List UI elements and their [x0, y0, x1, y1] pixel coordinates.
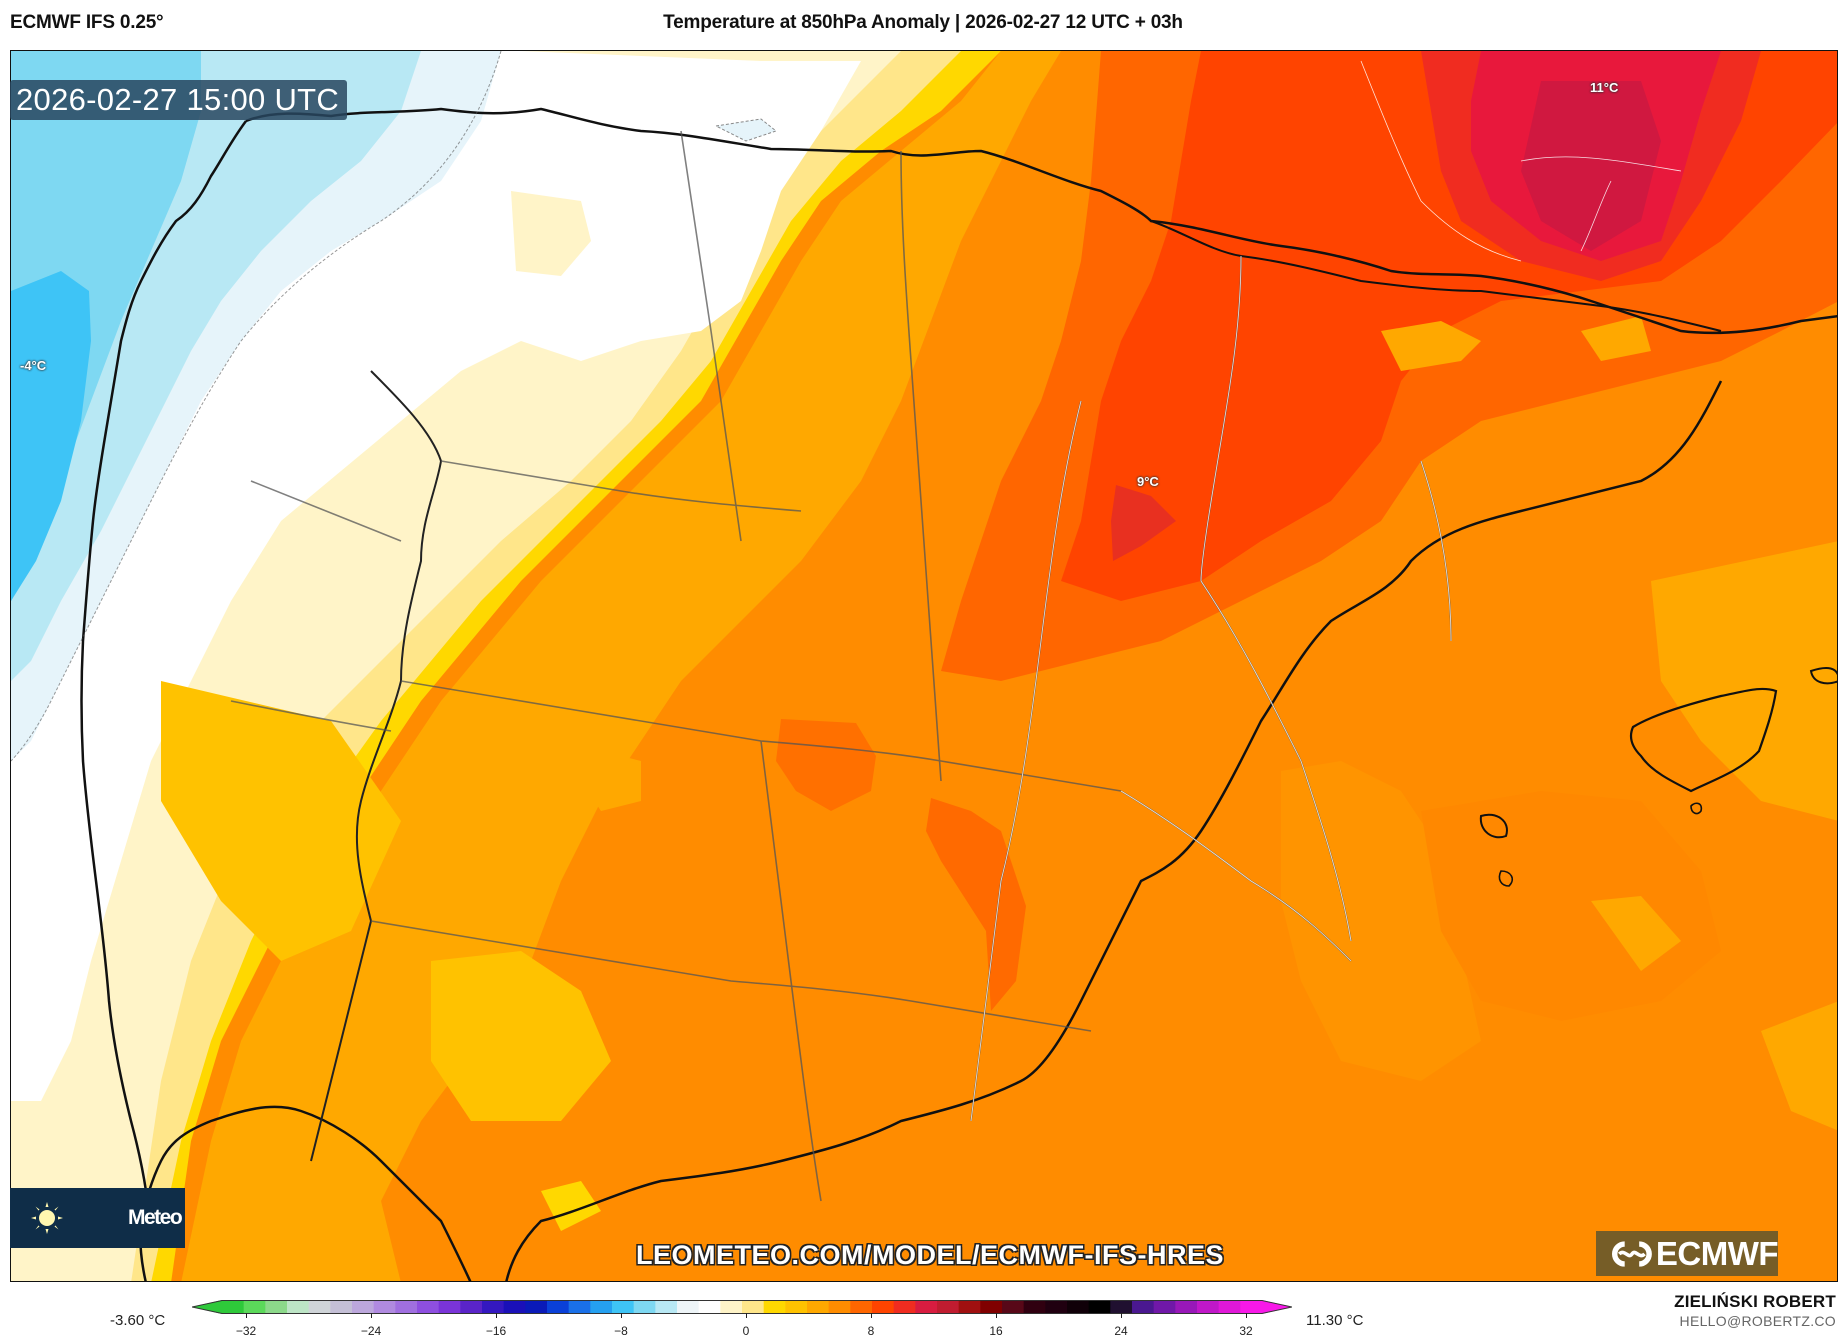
- promo-banner[interactable]: Meteo: [10, 1188, 185, 1248]
- colorbar-tick-mark: [746, 1313, 747, 1318]
- temperature-anomaly-map: [11, 51, 1837, 1281]
- colorbar-min-label: -3.60 °C: [110, 1312, 166, 1329]
- colorbar-tick-mark: [1121, 1313, 1122, 1318]
- temperature-label-minus4: -4°C: [20, 358, 47, 373]
- colorbar-tick-mark: [371, 1313, 372, 1318]
- colorbar-tick-label: −24: [360, 1324, 382, 1338]
- colorbar-tick-label: −8: [614, 1324, 628, 1338]
- valid-time-badge: 2026-02-27 15:00 UTC: [10, 80, 348, 120]
- colorbar-ticks: −32 −24 −16 −8 0 8 16 24 32: [0, 1318, 1846, 1338]
- map-panel: [10, 50, 1838, 1282]
- model-name: ECMWF IFS 0.25°: [10, 12, 164, 33]
- colorbar-tick-mark: [621, 1313, 622, 1318]
- ecmwf-logo: ECMWF: [1596, 1231, 1779, 1276]
- watermark-url: LEOMETEO.COM/MODEL/ECMWF-IFS-HRES: [636, 1240, 1224, 1270]
- colorbar-tick-label: 32: [1239, 1324, 1253, 1338]
- ecmwf-logo-text: ECMWF: [1655, 1234, 1779, 1272]
- author-name: ZIELIŃSKI ROBERT: [1674, 1292, 1836, 1311]
- colorbar-tick-mark: [871, 1313, 872, 1318]
- chart-title: Temperature at 850hPa Anomaly | 2026-02-…: [663, 12, 1183, 33]
- sun-icon: [31, 1202, 63, 1234]
- colorbar-max-label: 11.30 °C: [1306, 1312, 1364, 1329]
- colorbar-tick-label: 24: [1114, 1324, 1128, 1338]
- colorbar-tick-mark: [1246, 1313, 1247, 1318]
- promo-text: Meteo: [128, 1206, 183, 1229]
- ecmwf-logo-icon: [1612, 1240, 1652, 1267]
- colorbar-tick-label: −32: [235, 1324, 257, 1338]
- colorbar-tick-label: 8: [867, 1324, 875, 1338]
- colorbar-tick-label: 16: [989, 1324, 1003, 1338]
- colorbar-tick-mark: [246, 1313, 247, 1318]
- temperature-label-11: 11°C: [1590, 80, 1619, 95]
- colorbar-tick-mark: [496, 1313, 497, 1318]
- author-block: ZIELIŃSKI ROBERT HELLO@ROBERTZ.CO: [1674, 1292, 1836, 1329]
- author-email[interactable]: HELLO@ROBERTZ.CO: [1679, 1313, 1836, 1329]
- colorbar-tick-label: −16: [485, 1324, 507, 1338]
- colorbar: [192, 1300, 1292, 1314]
- temperature-label-9: 9°C: [1137, 474, 1159, 489]
- colorbar-tick-mark: [996, 1313, 997, 1318]
- colorbar-tick-label: 0: [742, 1324, 750, 1338]
